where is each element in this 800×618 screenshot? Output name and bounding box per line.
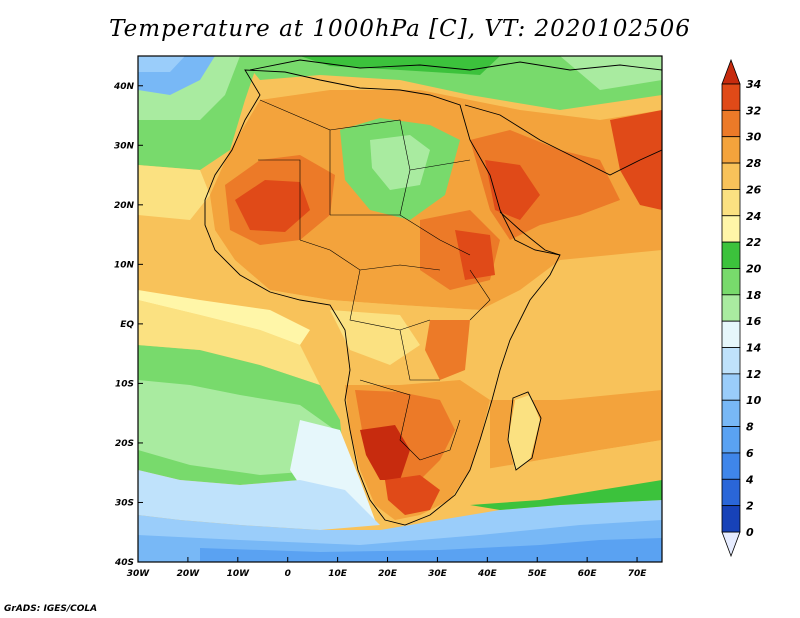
colorbar-swatch xyxy=(721,189,741,217)
colorbar-swatch xyxy=(721,320,741,348)
lat-tick-label: 40N xyxy=(113,82,135,92)
colorbar-label: 32 xyxy=(746,104,762,117)
colorbar-swatch xyxy=(721,373,741,401)
colorbar-swatch xyxy=(721,83,741,111)
lon-tick-label: 20W xyxy=(177,569,201,579)
colorbar-swatch xyxy=(721,162,741,190)
colorbar-label: 34 xyxy=(746,78,761,91)
colorbar-label: 16 xyxy=(746,315,762,328)
plot-frame xyxy=(137,55,663,563)
lat-tick-label: 10N xyxy=(114,260,135,270)
colorbar-swatch xyxy=(721,215,741,243)
lon-tick-label: 30W xyxy=(127,569,151,579)
lat-tick-label: 10S xyxy=(115,379,134,389)
colorbar-swatch xyxy=(721,241,741,269)
lon-tick-label: 10W xyxy=(227,569,251,579)
lon-tick-label: 10E xyxy=(328,569,348,579)
colorbar-max-triangle xyxy=(721,58,741,85)
lon-tick-label: 40E xyxy=(477,569,498,579)
colorbar-label: 28 xyxy=(746,157,762,170)
map-title: Temperature at 1000hPa [C], VT: 20201025… xyxy=(109,16,691,42)
colorbar-label: 24 xyxy=(746,210,761,223)
lon-tick-label: 70E xyxy=(628,569,648,579)
colorbar-swatch xyxy=(721,294,741,322)
colorbar-label: 26 xyxy=(746,183,762,196)
lat-tick-label: 20S xyxy=(115,439,134,449)
lon-tick-label: 20E xyxy=(378,569,398,579)
lon-tick-label: 50E xyxy=(528,569,548,579)
colorbar-label: 10 xyxy=(746,394,762,407)
axis-labels: 30W 20W 10W 0 10E 20E 30E 40E 50E 60E 70E 40N 30N 20N… xyxy=(113,82,647,579)
colorbar-label: 8 xyxy=(746,421,754,434)
colorbar-swatch xyxy=(721,136,741,164)
colorbar-label: 2 xyxy=(746,500,754,513)
colorbar-label: 6 xyxy=(746,447,754,460)
colorbar-swatch xyxy=(721,109,741,138)
lat-tick-label: EQ xyxy=(120,320,134,330)
colorbar-swatch xyxy=(721,505,741,533)
lon-tick-label: 30E xyxy=(428,569,448,579)
lon-tick-label: 0 xyxy=(285,569,291,579)
field-shading xyxy=(138,56,662,562)
colorbar-label: 18 xyxy=(746,289,762,302)
colorbar-min-triangle xyxy=(721,531,741,558)
colorbar-swatch xyxy=(721,399,741,427)
country-borders xyxy=(258,99,491,461)
lon-tick-label: 60E xyxy=(578,569,598,579)
colorbar-label: 22 xyxy=(746,236,762,249)
colorbar-label: 12 xyxy=(746,368,762,381)
colorbar-label: 30 xyxy=(746,131,762,144)
colorbar-swatch xyxy=(721,452,741,480)
colorbar-label: 4 xyxy=(745,473,754,486)
colorbar-swatch xyxy=(721,347,741,375)
madagascar-shading xyxy=(508,395,540,470)
colorbar-swatch xyxy=(721,268,741,296)
colorbar-swatch xyxy=(721,426,741,454)
lat-tick-label: 30S xyxy=(115,498,134,508)
lat-tick-label: 30N xyxy=(114,141,135,151)
colorbar-label: 20 xyxy=(746,262,762,275)
colorbar-label: 14 xyxy=(746,342,761,355)
colorbar-swatch xyxy=(721,478,741,507)
lat-tick-label: 20N xyxy=(114,201,135,211)
lat-tick-label: 40S xyxy=(114,558,134,568)
coastlines xyxy=(204,59,662,526)
colorbar-label: 0 xyxy=(746,526,754,539)
software-credit: GrADS: IGES/COLA xyxy=(4,604,98,614)
